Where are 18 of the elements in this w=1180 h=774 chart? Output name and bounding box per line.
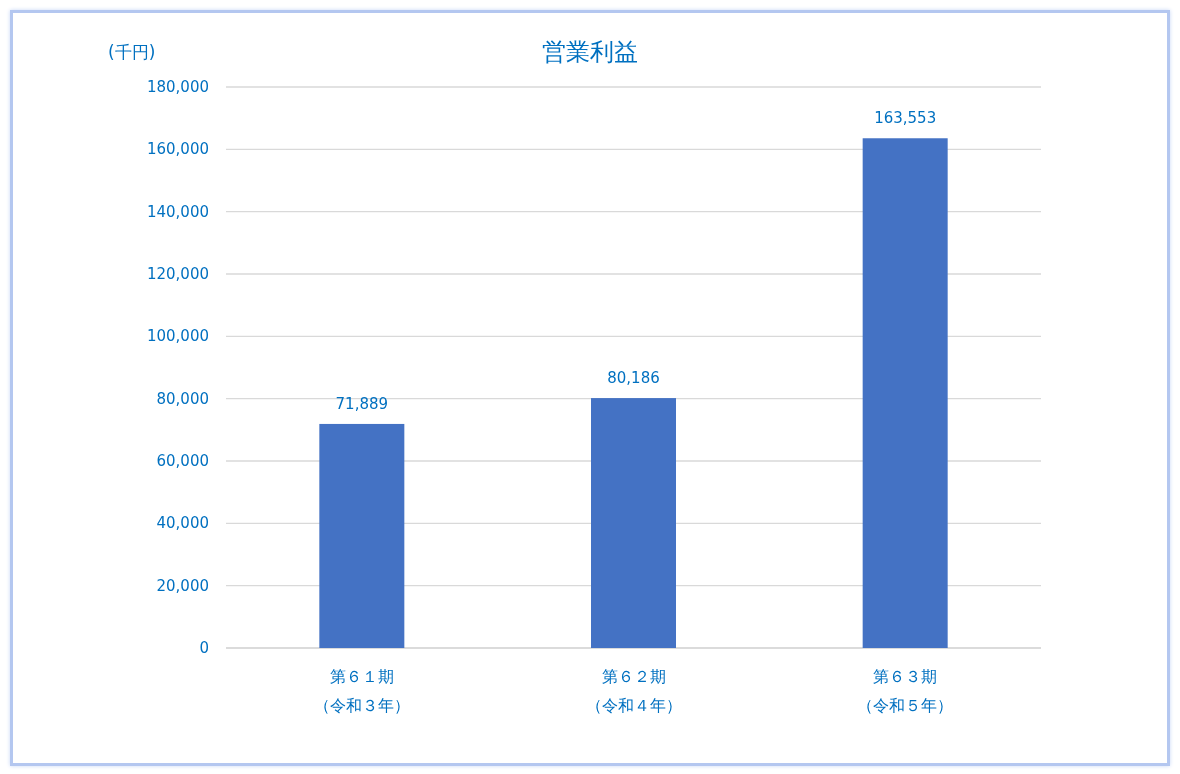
- y-tick-label: 160,000: [146, 140, 209, 159]
- x-tick-label: 第６３期（令和５年）: [856, 666, 955, 717]
- y-tick-label: 40,000: [156, 514, 209, 533]
- y-tick-label: 120,000: [146, 265, 209, 283]
- y-tick-label: 100,000: [146, 327, 209, 346]
- y-tick-label: 80,000: [156, 389, 209, 408]
- data-label: 80,186: [607, 369, 660, 388]
- chart-title: 営業利益: [542, 38, 638, 66]
- data-label: 163,553: [874, 109, 937, 128]
- y-axis-title: (千円): [108, 42, 156, 62]
- y-tick-label: 140,000: [146, 202, 209, 221]
- y-tick-label: 0: [199, 639, 209, 657]
- data-label: 71,889: [335, 394, 389, 413]
- x-tick-label: 第６１期（令和３年）: [312, 666, 411, 717]
- x-tick-label: 第６２期（令和４年）: [584, 666, 683, 717]
- y-tick-label: 180,000: [146, 78, 209, 96]
- y-tick-label: 20,000: [156, 576, 209, 595]
- y-tick-label: 60,000: [156, 452, 209, 470]
